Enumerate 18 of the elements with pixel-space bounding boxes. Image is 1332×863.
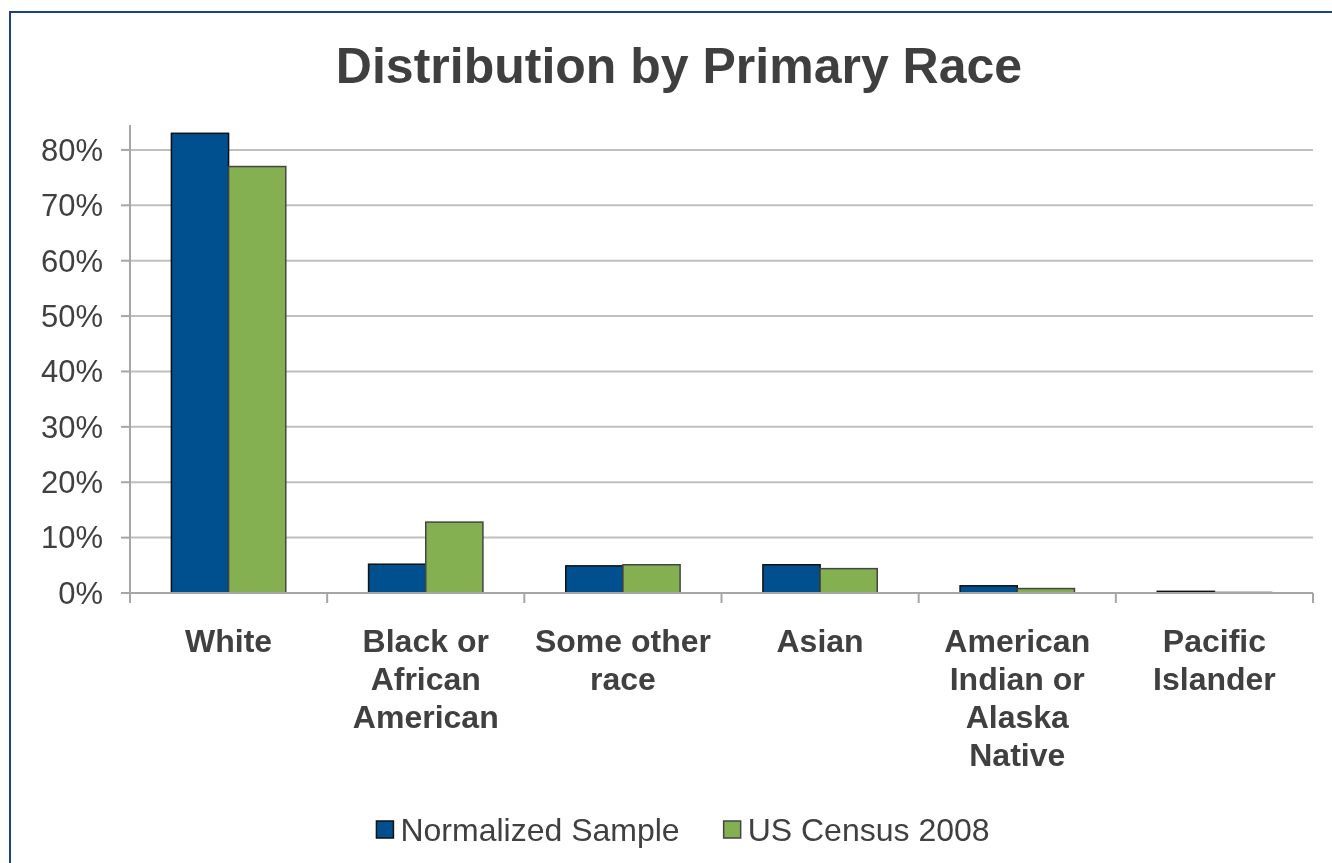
y-tick-label: 0% [58,575,103,611]
x-tick-label: American Indian or Alaska Native [944,623,1091,773]
y-tick-label: 70% [40,188,103,224]
y-tick-label: 20% [40,465,103,501]
chart-title: Distribution by Primary Race [335,38,1023,94]
x-tick-label: Pacific Islander [1153,623,1276,697]
legend-label: Normalized Sample [400,812,680,849]
x-tick-label: Asian [776,623,864,659]
y-tick-label: 10% [40,520,103,556]
x-tick-label: White [185,623,273,659]
y-tick-label: 30% [40,409,103,445]
y-tick-label: 50% [40,298,103,334]
x-tick-label: Black or African American [352,623,499,735]
y-tick-label: 40% [40,354,103,390]
legend-label: US Census 2008 [747,812,990,849]
y-tick-label: 60% [40,243,103,279]
x-tick-label: Some other race [534,623,711,697]
y-tick-label: 80% [40,132,103,168]
